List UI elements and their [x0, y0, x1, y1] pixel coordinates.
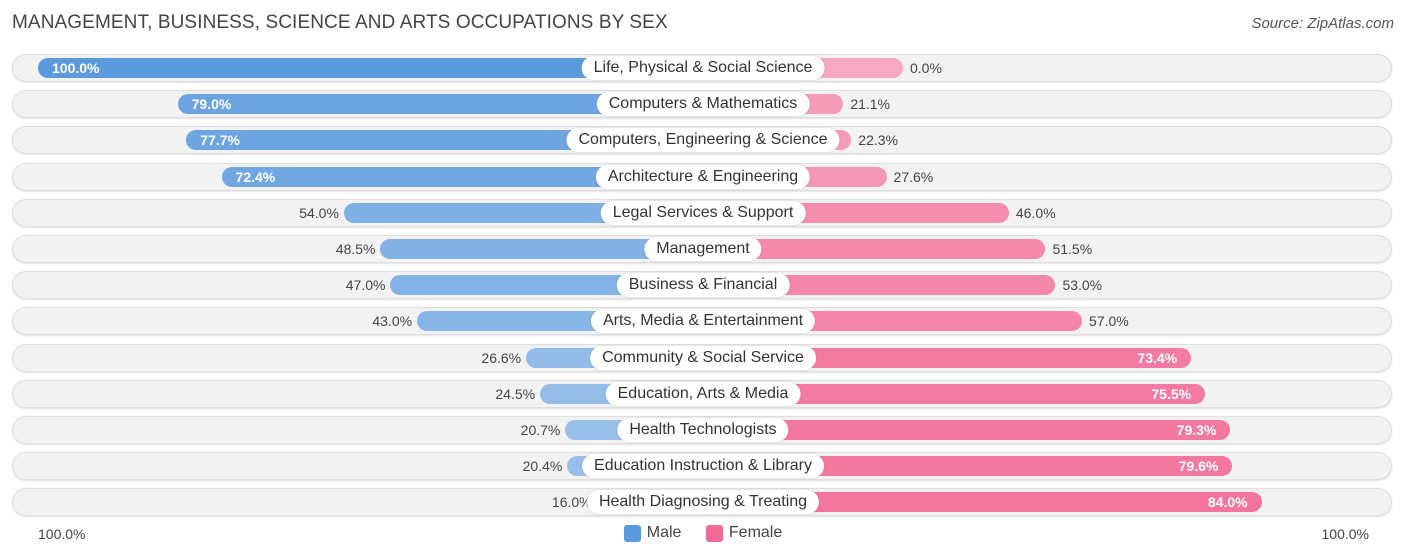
female-value-label: 75.5%: [1151, 385, 1192, 402]
female-value-label: 27.6%: [893, 168, 934, 185]
legend-item-male[interactable]: Male: [623, 524, 682, 542]
male-value-label: 77.7%: [200, 132, 240, 149]
male-value-label: 16.0%: [551, 494, 592, 511]
male-value-label: 43.0%: [372, 313, 413, 330]
male-value-label: 24.5%: [495, 385, 536, 402]
male-bar[interactable]: [177, 94, 703, 115]
female-bar[interactable]: [703, 275, 1056, 296]
female-value-label: 46.0%: [1015, 204, 1056, 221]
legend-label-female: Female: [728, 524, 783, 541]
male-bar[interactable]: [38, 58, 703, 78]
legend-swatch-female: [705, 524, 723, 542]
female-value-label: 84.0%: [1207, 494, 1248, 511]
male-bar[interactable]: [221, 166, 703, 187]
category-label: Architecture & Engineering: [595, 164, 811, 189]
female-value-label: 73.4%: [1137, 349, 1178, 366]
male-value-label: 26.6%: [481, 349, 522, 366]
chart-title: MANAGEMENT, BUSINESS, SCIENCE AND ARTS O…: [12, 12, 668, 33]
female-value-label: 0.0%: [910, 60, 942, 76]
category-label: Computers, Engineering & Science: [566, 128, 840, 153]
category-label: Legal Services & Support: [600, 200, 806, 225]
male-value-label: 100.0%: [52, 60, 100, 76]
category-label: Health Technologists: [617, 418, 789, 442]
axis-left-label: 100.0%: [38, 526, 86, 542]
category-label: Management: [644, 237, 762, 261]
female-bar[interactable]: [703, 239, 1046, 259]
category-label: Education, Arts & Media: [605, 381, 801, 406]
female-value-label: 22.3%: [858, 132, 898, 149]
male-bar[interactable]: [380, 239, 703, 259]
female-bar[interactable]: [703, 420, 1231, 440]
female-value-label: 79.3%: [1176, 422, 1217, 438]
category-label: Arts, Media & Entertainment: [590, 309, 816, 334]
female-bar[interactable]: [703, 456, 1233, 477]
male-value-label: 20.7%: [520, 422, 561, 438]
legend: Male Female: [0, 524, 1406, 547]
female-bar[interactable]: [703, 347, 1192, 368]
male-value-label: 79.0%: [191, 96, 232, 113]
male-value-label: 48.5%: [335, 241, 376, 257]
category-label: Computers & Mathematics: [596, 92, 810, 117]
female-value-label: 21.1%: [850, 96, 891, 113]
category-label: Community & Social Service: [590, 345, 816, 370]
legend-label-male: Male: [646, 524, 682, 541]
female-value-label: 51.5%: [1052, 241, 1093, 257]
female-value-label: 79.6%: [1178, 458, 1219, 475]
female-value-label: 53.0%: [1062, 277, 1103, 294]
source-label: Source: ZipAtlas.com: [1251, 15, 1394, 32]
female-bar[interactable]: [703, 383, 1206, 404]
male-value-label: 54.0%: [299, 204, 339, 221]
legend-swatch-male: [623, 524, 641, 542]
category-label: Business & Financial: [616, 273, 790, 298]
category-label: Life, Physical & Social Science: [581, 56, 825, 80]
axis-right-label: 100.0%: [1321, 526, 1369, 542]
male-value-label: 47.0%: [345, 277, 386, 294]
legend-item-female[interactable]: Female: [705, 524, 783, 542]
category-label: Health Diagnosing & Treating: [586, 490, 820, 515]
female-bar[interactable]: [703, 492, 1262, 513]
female-value-label: 57.0%: [1089, 313, 1129, 330]
category-label: Education Instruction & Library: [582, 454, 824, 479]
male-value-label: 20.4%: [522, 458, 563, 475]
male-value-label: 72.4%: [235, 168, 276, 185]
